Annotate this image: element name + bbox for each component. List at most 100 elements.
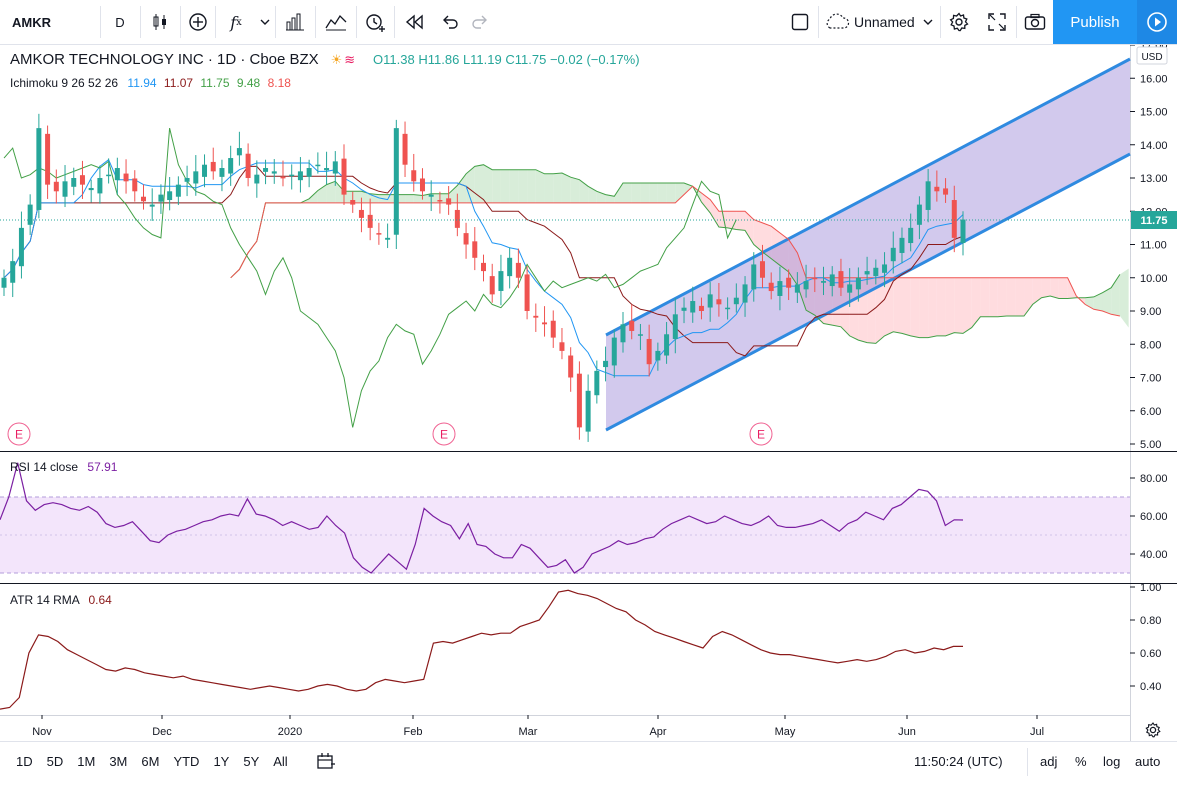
add-indicator-icon[interactable] <box>184 6 212 38</box>
candle[interactable] <box>193 155 199 196</box>
candle[interactable] <box>376 222 382 245</box>
candle[interactable] <box>149 188 155 221</box>
candle[interactable] <box>507 247 513 289</box>
candle[interactable] <box>742 276 748 317</box>
candle[interactable] <box>629 304 635 340</box>
atr-legend[interactable]: ATR 14 RMA 0.64 <box>10 593 112 607</box>
channel-lower-line[interactable] <box>605 152 1131 432</box>
chart-settings-icon[interactable] <box>1145 722 1161 738</box>
range-button-6m[interactable]: 6M <box>141 754 160 769</box>
range-button-1y[interactable]: 1Y <box>213 754 230 769</box>
settings-icon[interactable] <box>944 6 974 38</box>
date-range-icon[interactable] <box>316 752 336 775</box>
layout-name-button[interactable]: Unnamed <box>824 6 940 38</box>
candle[interactable] <box>812 267 818 293</box>
adj-toggle[interactable]: adj <box>1040 754 1058 769</box>
candle[interactable] <box>27 194 33 236</box>
candle[interactable] <box>716 282 722 317</box>
candle[interactable] <box>603 346 609 382</box>
candle[interactable] <box>864 256 870 285</box>
candle[interactable] <box>446 186 452 215</box>
candle[interactable] <box>637 323 643 350</box>
candle[interactable] <box>97 165 103 204</box>
symbol-search[interactable]: AMKR <box>6 6 102 38</box>
range-button-ytd[interactable]: YTD <box>173 754 200 769</box>
candle[interactable] <box>454 193 460 237</box>
weather-icon[interactable]: ☀ <box>330 52 343 67</box>
candle[interactable] <box>829 266 835 297</box>
candle[interactable] <box>568 347 574 392</box>
candle[interactable] <box>620 311 626 353</box>
candle[interactable] <box>611 329 617 378</box>
candle[interactable] <box>803 264 809 298</box>
candle[interactable] <box>402 121 408 178</box>
candle[interactable] <box>367 198 373 241</box>
atr-axis[interactable]: 1.00 0.80 0.60 0.40 <box>1130 582 1161 693</box>
candle[interactable] <box>114 157 120 195</box>
candle[interactable] <box>106 158 112 184</box>
chevron-down-icon[interactable] <box>256 6 274 38</box>
range-button-1m[interactable]: 1M <box>77 754 96 769</box>
candle[interactable] <box>245 143 251 187</box>
time-axis[interactable]: Nov Dec 2020 Feb Mar Apr May Jun Jul <box>32 715 1044 738</box>
candle[interactable] <box>794 272 800 303</box>
fullscreen-icon[interactable] <box>982 6 1012 38</box>
candle[interactable] <box>79 160 85 199</box>
candle[interactable] <box>498 254 504 306</box>
candle[interactable] <box>943 178 949 203</box>
candle[interactable] <box>219 159 225 192</box>
candle[interactable] <box>437 191 443 214</box>
candle[interactable] <box>184 165 190 197</box>
replay-icon[interactable] <box>398 6 430 38</box>
ichimoku-legend[interactable]: Ichimoku 9 26 52 26 11.94 11.07 11.75 9.… <box>10 76 291 90</box>
auto-toggle[interactable]: auto <box>1135 754 1161 769</box>
candle[interactable] <box>428 180 434 212</box>
candle[interactable] <box>890 231 896 274</box>
range-button-1d[interactable]: 1D <box>16 754 33 769</box>
candle[interactable] <box>576 361 582 440</box>
candle[interactable] <box>350 191 356 213</box>
candle[interactable] <box>908 213 914 252</box>
candle[interactable] <box>411 153 417 192</box>
candle[interactable] <box>855 267 861 302</box>
candle[interactable] <box>925 169 931 223</box>
candle[interactable] <box>306 159 312 188</box>
rsi-axis[interactable]: 80.00 60.00 40.00 <box>1130 473 1168 561</box>
candle[interactable] <box>472 227 478 271</box>
candle[interactable] <box>62 165 68 208</box>
candle[interactable] <box>542 306 548 337</box>
candle[interactable] <box>358 197 364 233</box>
earnings-marker[interactable]: E <box>7 422 31 446</box>
wave-icon[interactable]: ≋ <box>344 52 356 67</box>
candle[interactable] <box>1 269 7 297</box>
candle[interactable] <box>768 272 774 300</box>
candle[interactable] <box>18 211 24 279</box>
channel-upper-line[interactable] <box>605 57 1131 337</box>
candle[interactable] <box>175 176 181 206</box>
range-button-5d[interactable]: 5D <box>46 754 64 769</box>
range-button-3m[interactable]: 3M <box>109 754 128 769</box>
interval-button[interactable]: D <box>104 6 136 38</box>
candle[interactable] <box>419 168 425 200</box>
candle[interactable] <box>594 360 600 404</box>
candle[interactable] <box>88 179 94 203</box>
clock-display[interactable]: 11:50:24 (UTC) <box>914 754 1003 769</box>
candle[interactable] <box>45 125 51 199</box>
candle[interactable] <box>36 113 42 219</box>
candle[interactable] <box>123 159 129 194</box>
candle[interactable] <box>332 151 338 186</box>
candle[interactable] <box>725 297 731 320</box>
play-button[interactable] <box>1137 0 1177 44</box>
candle[interactable] <box>934 170 940 202</box>
candle[interactable] <box>271 159 277 184</box>
price-axis[interactable]: 17.0016.0015.0014.0013.0012.0011.0010.00… <box>1130 45 1168 451</box>
alert-clock-icon[interactable] <box>360 6 390 38</box>
undo-icon[interactable] <box>436 6 464 38</box>
candle[interactable] <box>585 374 591 442</box>
candle[interactable] <box>263 159 269 185</box>
earnings-marker[interactable]: E <box>432 422 456 446</box>
candle[interactable] <box>315 152 321 174</box>
candle[interactable] <box>777 266 783 311</box>
candle[interactable] <box>847 268 853 307</box>
publish-button[interactable]: Publish <box>1053 0 1137 44</box>
